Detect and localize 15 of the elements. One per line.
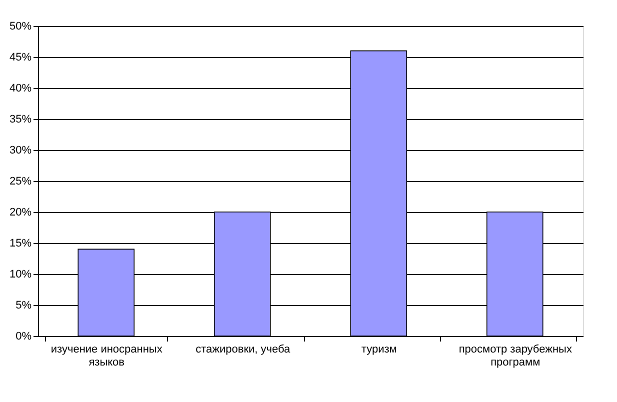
y-tick-label: 25% [9, 176, 32, 188]
y-tick-label: 0% [16, 330, 32, 342]
y-tick-label: 20% [9, 206, 32, 218]
y-tick-label: 5% [16, 300, 32, 312]
y-tick-label: 15% [9, 238, 32, 250]
x-tick-label: стажировки, учеба [196, 344, 292, 356]
x-tick-label: просмотр зарубежных программ [458, 344, 572, 368]
y-tick-label: 45% [9, 52, 32, 64]
x-tick-label: туризм [361, 344, 397, 356]
y-tick-label: 30% [9, 144, 32, 156]
y-tick-label: 35% [9, 114, 32, 126]
y-tick-label: 40% [9, 82, 32, 94]
y-tick-label: 50% [9, 20, 32, 32]
x-tick-label: изучение иносранных языков [50, 344, 163, 368]
y-tick-label: 10% [9, 268, 32, 280]
